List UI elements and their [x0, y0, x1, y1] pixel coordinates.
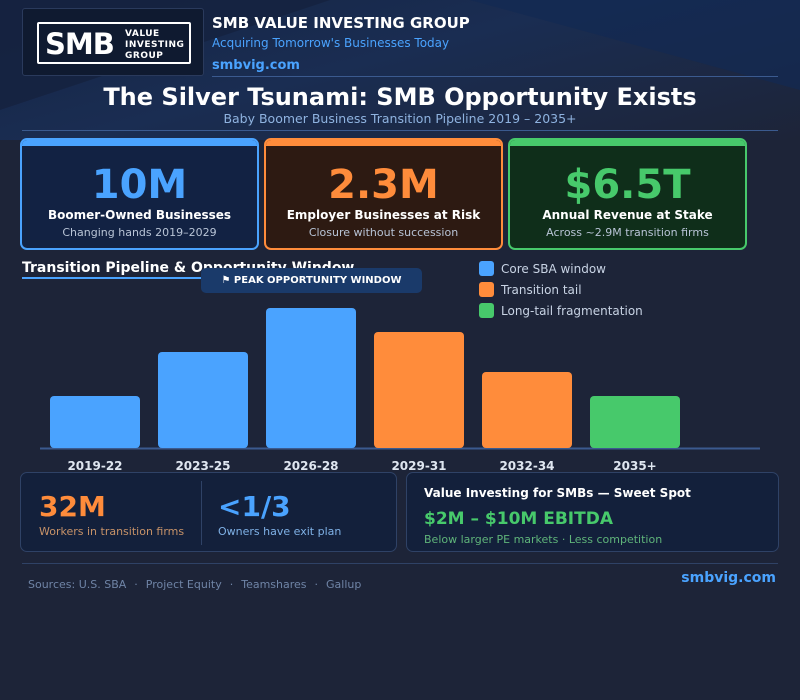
peak-opportunity-badge: ⚑ PEAK OPPORTUNITY WINDOW	[201, 268, 422, 293]
kpi-value: 2.3M	[328, 162, 439, 208]
bar-2032-34	[482, 372, 572, 448]
legend-swatch	[479, 282, 494, 297]
kpi-card-boomer-businesses: 10M Boomer-Owned Businesses Changing han…	[20, 138, 259, 250]
kpi-subtext: Closure without succession	[308, 226, 459, 239]
x-tick-label: 2035+	[613, 459, 656, 473]
header-divider	[212, 76, 778, 77]
stat-label: Owners have exit plan	[218, 525, 342, 538]
value-investing-range: $2M – $10M EBITDA	[424, 509, 613, 529]
source-item: Gallup	[326, 578, 362, 591]
kpi-value: $6.5T	[564, 162, 691, 208]
legend-item-transition-tail: Transition tail	[479, 279, 643, 300]
kpi-subtext: Across ~2.9M transition firms	[546, 226, 709, 239]
logo-line: VALUE	[125, 29, 160, 39]
legend-swatch	[479, 261, 494, 276]
bar-2023-25	[158, 352, 248, 448]
bar-2026-28	[266, 308, 356, 448]
header: SMB VALUE INVESTING GROUP SMB VALUE INVE…	[22, 8, 778, 76]
footer-url-link[interactable]: smbvig.com	[681, 570, 776, 586]
footer-divider	[22, 563, 778, 564]
stat-divider	[201, 481, 202, 545]
legend-item-core-sba: Core SBA window	[479, 258, 643, 279]
kpi-card-revenue-at-stake: $6.5T Annual Revenue at Stake Across ~2.…	[508, 138, 747, 250]
value-investing-title: Value Investing for SMBs — Sweet Spot	[424, 486, 691, 500]
x-tick-label: 2032-34	[499, 459, 554, 473]
legend-item-long-tail: Long-tail fragmentation	[479, 300, 643, 321]
kpi-accent-bar	[510, 140, 745, 146]
chart-legend: Core SBA window Transition tail Long-tai…	[479, 258, 643, 321]
kpi-label: Employer Businesses at Risk	[286, 208, 481, 222]
source-item: Sources: U.S. SBA	[28, 578, 127, 591]
brand-tagline: Acquiring Tomorrow's Businesses Today	[212, 36, 450, 50]
stat-value: <1/3	[218, 490, 291, 523]
brand-block: SMB VALUE INVESTING GROUP Acquiring Tomo…	[212, 14, 470, 73]
sources-line: Sources: U.S. SBA · Project Equity · Teamsha…	[28, 578, 361, 591]
bar-2019-22	[50, 396, 140, 448]
kpi-accent-bar	[266, 140, 501, 146]
source-separator: ·	[314, 578, 319, 591]
legend-label: Transition tail	[501, 282, 582, 297]
logo-wordmark: VALUE INVESTING GROUP	[125, 29, 191, 62]
kpi-label: Boomer-Owned Businesses	[47, 208, 232, 222]
kpi-accent-bar	[22, 140, 257, 146]
source-item: Project Equity	[145, 578, 222, 591]
value-investing-card: Value Investing for SMBs — Sweet Spot $2…	[406, 472, 779, 552]
workforce-stats-card: 32M Workers in transition firms <1/3 Own…	[20, 472, 397, 552]
stat-label: Workers in transition firms	[39, 525, 185, 538]
logo[interactable]: SMB VALUE INVESTING GROUP	[22, 8, 204, 76]
legend-swatch	[479, 303, 494, 318]
value-investing-subtext: Below larger PE markets · Less competiti…	[424, 533, 663, 546]
legend-label: Core SBA window	[501, 261, 606, 276]
source-separator: ·	[229, 578, 234, 591]
brand-url-link[interactable]: smbvig.com	[212, 58, 300, 73]
kpi-card-businesses-at-risk: 2.3M Employer Businesses at Risk Closure…	[264, 138, 503, 250]
subtitle-divider	[22, 130, 778, 131]
stat-workers: 32M Workers in transition firms	[39, 490, 185, 539]
logo-frame: SMB VALUE INVESTING GROUP	[37, 22, 191, 64]
chart-section-underline	[22, 277, 340, 279]
x-tick-label: 2019-22	[67, 459, 122, 473]
logo-line: INVESTING	[125, 40, 185, 50]
logo-mark: SMB	[45, 27, 115, 61]
x-tick-label: 2029-31	[391, 459, 446, 473]
x-tick-label: 2023-25	[175, 459, 230, 473]
bar-2035+	[590, 396, 680, 448]
source-separator: ·	[134, 578, 138, 591]
stat-exit-plan: <1/3 Owners have exit plan	[218, 490, 342, 539]
logo-line: GROUP	[125, 51, 164, 61]
legend-label: Long-tail fragmentation	[501, 303, 643, 318]
brand-name: SMB VALUE INVESTING GROUP	[212, 14, 470, 32]
stat-value: 32M	[39, 490, 106, 523]
page-title: The Silver Tsunami: SMB Opportunity Exis…	[103, 83, 697, 111]
page-subtitle: Baby Boomer Business Transition Pipeline…	[223, 111, 577, 126]
kpi-subtext: Changing hands 2019–2029	[62, 226, 217, 239]
source-item: Teamshares	[241, 578, 307, 591]
bar-2029-31	[374, 332, 464, 448]
kpi-label: Annual Revenue at Stake	[542, 208, 713, 222]
x-tick-label: 2026-28	[283, 459, 338, 473]
kpi-value: 10M	[91, 162, 188, 208]
transition-pipeline-bar-chart: 2019-22 2023-25 2026-28 2029-31 2032-34 2035+	[40, 308, 760, 473]
